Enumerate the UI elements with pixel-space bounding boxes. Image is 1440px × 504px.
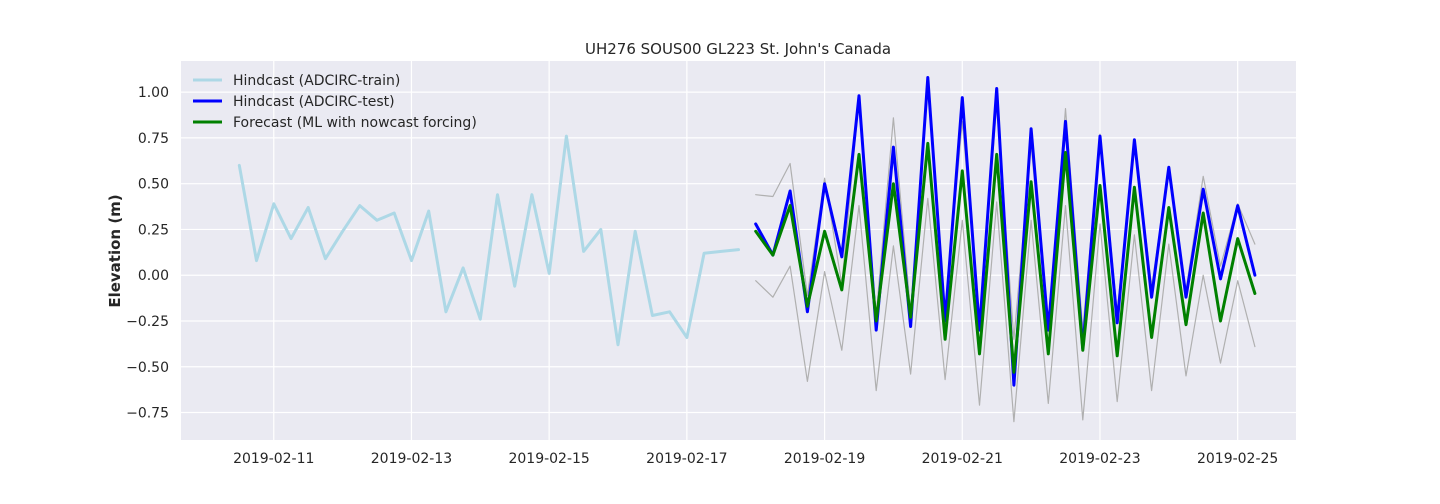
series-line-2 [754, 141, 1257, 374]
series-lines [237, 76, 1257, 423]
chart-title: UH276 SOUS00 GL223 St. John's Canada [585, 40, 891, 58]
y-tick-label: −0.25 [126, 314, 169, 330]
y-tick-label: 0.00 [138, 268, 169, 284]
legend-label: Forecast (ML with nowcast forcing) [233, 115, 477, 131]
x-tick-label: 2019-02-17 [646, 451, 727, 467]
x-tick-label: 2019-02-21 [922, 451, 1003, 467]
legend: Hindcast (ADCIRC-train) Hindcast (ADCIRC-… [193, 73, 477, 131]
series-line-1 [754, 76, 1257, 387]
legend-label: Hindcast (ADCIRC-train) [233, 73, 400, 89]
y-tick-label: −0.50 [126, 360, 169, 376]
x-axis-ticks: 2019-02-11 2019-02-13 2019-02-15 2019-02-17… [233, 451, 1278, 467]
x-tick-label: 2019-02-19 [784, 451, 865, 467]
y-tick-label: −0.75 [126, 406, 169, 422]
x-tick-label: 2019-02-13 [371, 451, 452, 467]
y-axis-label: Elevation (m) [106, 194, 124, 307]
x-tick-label: 2019-02-15 [508, 451, 589, 467]
y-tick-label: 0.50 [138, 177, 169, 193]
y-tick-label: 1.00 [138, 85, 169, 101]
uncertainty-band-line [755, 197, 1256, 423]
grid-lines [181, 61, 1296, 440]
y-tick-label: 0.75 [138, 131, 169, 147]
y-axis-ticks: −0.75 −0.50 −0.25 0.00 0.25 0.50 0.75 1.00 [126, 85, 169, 421]
x-tick-label: 2019-02-11 [233, 451, 314, 467]
legend-label: Hindcast (ADCIRC-test) [233, 94, 395, 110]
y-tick-label: 0.25 [138, 222, 169, 238]
series-line-0 [237, 134, 740, 347]
x-tick-label: 2019-02-25 [1197, 451, 1278, 467]
x-tick-label: 2019-02-23 [1059, 451, 1140, 467]
